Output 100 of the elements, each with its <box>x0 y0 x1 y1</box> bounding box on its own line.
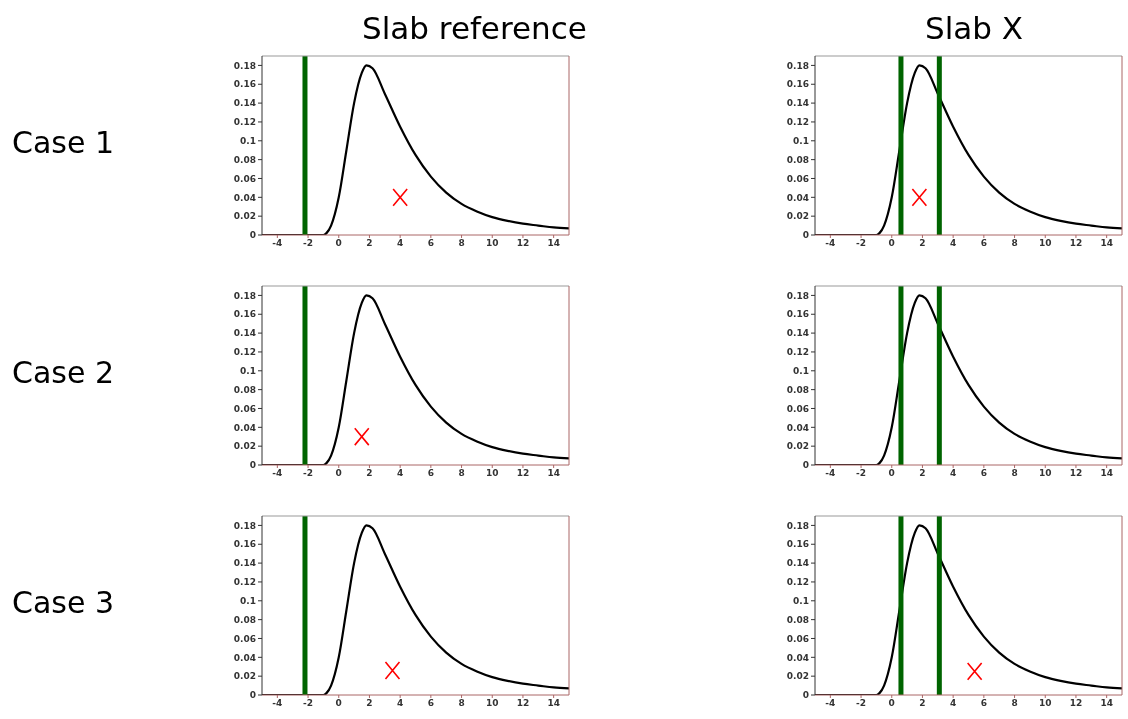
y-tick-label: 0.06 <box>786 633 809 644</box>
x-tick-label: 0 <box>888 698 895 709</box>
y-tick-label: 0.02 <box>786 211 809 222</box>
chart-title: Slab reference <box>362 10 587 46</box>
y-tick-label: 0.18 <box>786 60 809 71</box>
y-tick-label: 0.1 <box>793 365 809 376</box>
x-tick-label: 6 <box>980 238 987 249</box>
x-tick-label: 8 <box>458 238 465 249</box>
y-tick-label: 0.02 <box>233 671 256 682</box>
y-tick-label: 0.04 <box>786 422 809 433</box>
y-tick-label: 0.16 <box>233 539 256 550</box>
x-tick-label: 4 <box>397 468 404 479</box>
y-tick-label: 0 <box>802 690 809 701</box>
x-tick-label: 10 <box>485 698 499 709</box>
x-tick-label: 12 <box>1069 698 1083 709</box>
y-tick-label: 0.18 <box>233 60 256 71</box>
y-tick-label: 0.04 <box>786 192 809 203</box>
y-tick-label: 0.12 <box>786 577 809 588</box>
y-tick-label: 0.12 <box>233 577 256 588</box>
x-tick-label: 2 <box>366 468 373 479</box>
y-tick-label: 0.1 <box>240 595 256 606</box>
x-tick-label: 14 <box>547 698 560 709</box>
x-tick-label: 14 <box>547 238 560 249</box>
x-tick-label: 12 <box>516 468 530 479</box>
x-tick-label: 6 <box>427 468 434 479</box>
y-tick-label: 0.1 <box>793 595 809 606</box>
y-tick-label: 0.12 <box>786 117 809 128</box>
x-tick-label: -4 <box>272 468 283 479</box>
y-tick-label: 0 <box>249 460 256 471</box>
x-tick-label: 14 <box>1100 468 1113 479</box>
y-tick-label: 0.08 <box>233 614 256 625</box>
y-tick-label: 0.12 <box>233 347 256 358</box>
x-tick-label: 8 <box>1011 468 1018 479</box>
y-tick-label: 0 <box>249 230 256 241</box>
y-tick-label: 0.04 <box>786 652 809 663</box>
y-tick-label: 0.1 <box>240 365 256 376</box>
y-tick-label: 0.12 <box>233 117 256 128</box>
y-tick-label: 0 <box>802 230 809 241</box>
x-tick-label: -4 <box>272 698 283 709</box>
x-tick-label: -4 <box>825 468 836 479</box>
x-tick-label: -2 <box>856 238 867 249</box>
y-tick-label: 0.16 <box>786 309 809 320</box>
y-tick-label: 0.14 <box>786 328 809 339</box>
y-tick-label: 0 <box>802 460 809 471</box>
y-tick-label: 0.18 <box>233 520 256 531</box>
x-tick-label: 6 <box>980 468 987 479</box>
y-tick-label: 0.08 <box>233 154 256 165</box>
y-tick-label: 0.14 <box>786 98 809 109</box>
y-tick-label: 0.02 <box>786 671 809 682</box>
x-tick-label: 4 <box>950 238 957 249</box>
y-tick-label: 0.16 <box>786 539 809 550</box>
y-tick-label: 0.14 <box>233 558 256 569</box>
x-tick-label: 4 <box>950 468 957 479</box>
x-tick-label: 0 <box>335 468 342 479</box>
x-tick-label: 2 <box>919 238 926 249</box>
x-tick-label: 2 <box>919 468 926 479</box>
y-axis-title: Case 3 <box>12 585 115 620</box>
x-tick-label: 0 <box>335 698 342 709</box>
x-tick-label: 14 <box>1100 238 1113 249</box>
x-tick-label: -2 <box>303 698 314 709</box>
x-tick-label: -4 <box>825 698 836 709</box>
y-tick-label: 0.02 <box>786 441 809 452</box>
x-tick-label: 2 <box>366 698 373 709</box>
x-tick-label: 10 <box>1038 698 1052 709</box>
x-tick-label: -2 <box>856 698 867 709</box>
x-tick-label: 8 <box>458 698 465 709</box>
x-tick-label: 12 <box>1069 468 1083 479</box>
y-tick-label: 0.16 <box>233 309 256 320</box>
y-tick-label: 0.04 <box>233 192 256 203</box>
chart-title: Slab X <box>925 10 1024 46</box>
x-tick-label: 10 <box>1038 468 1052 479</box>
x-tick-label: 10 <box>485 238 499 249</box>
x-tick-label: -4 <box>272 238 283 249</box>
y-tick-label: 0.12 <box>786 347 809 358</box>
x-tick-label: 2 <box>919 698 926 709</box>
x-tick-label: 6 <box>980 698 987 709</box>
y-tick-label: 0.14 <box>786 558 809 569</box>
x-tick-label: 8 <box>1011 698 1018 709</box>
y-tick-label: 0.06 <box>786 173 809 184</box>
y-tick-label: 0.04 <box>233 652 256 663</box>
y-axis-title: Case 2 <box>12 355 115 390</box>
y-tick-label: 0.06 <box>786 403 809 414</box>
x-tick-label: 6 <box>427 238 434 249</box>
x-tick-label: 14 <box>547 468 560 479</box>
y-tick-label: 0 <box>249 690 256 701</box>
x-tick-label: 4 <box>397 698 404 709</box>
x-tick-label: -2 <box>856 468 867 479</box>
y-tick-label: 0.02 <box>233 441 256 452</box>
y-axis-title: Case 1 <box>12 125 115 160</box>
y-tick-label: 0.06 <box>233 173 256 184</box>
y-tick-label: 0.02 <box>233 211 256 222</box>
y-tick-label: 0.06 <box>233 633 256 644</box>
y-tick-label: 0.14 <box>233 98 256 109</box>
y-tick-label: 0.18 <box>786 520 809 531</box>
x-tick-label: 0 <box>888 468 895 479</box>
x-tick-label: 0 <box>335 238 342 249</box>
x-tick-label: 8 <box>1011 238 1018 249</box>
x-tick-label: -2 <box>303 238 314 249</box>
x-tick-label: 12 <box>516 238 530 249</box>
y-tick-label: 0.18 <box>786 290 809 301</box>
